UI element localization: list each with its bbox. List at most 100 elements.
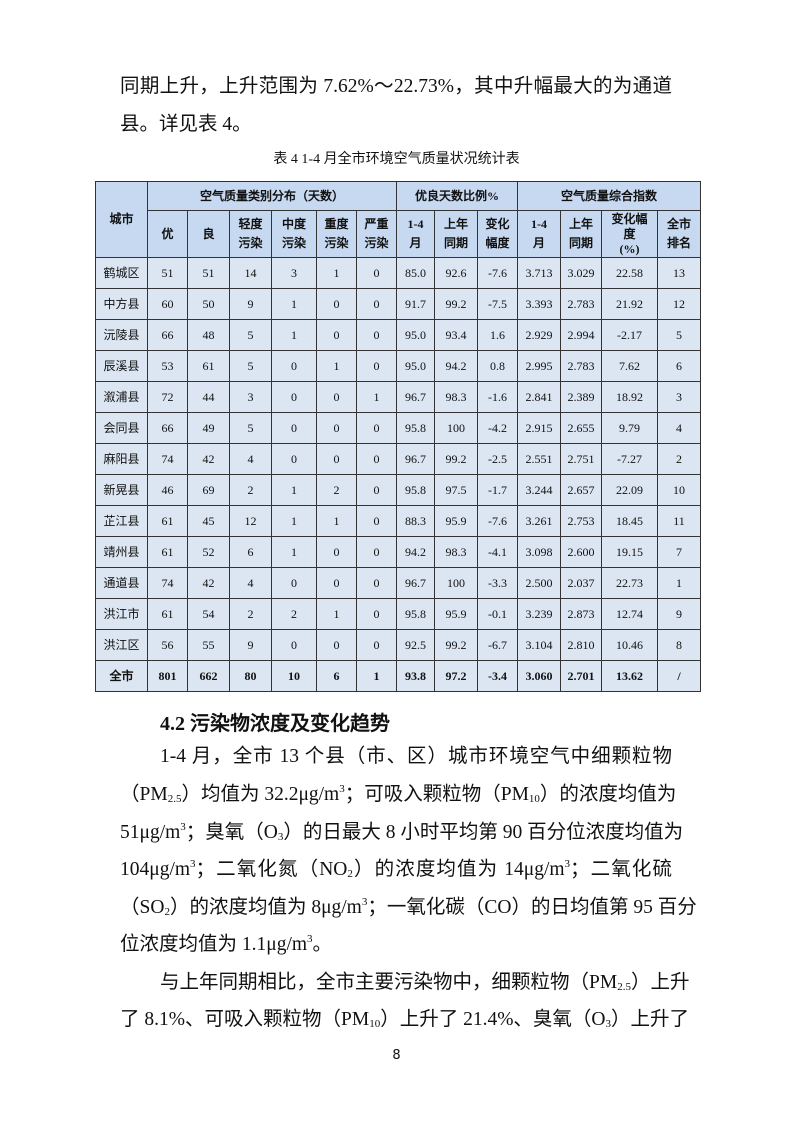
value-cell: 0 (356, 350, 397, 382)
text-segment: ；臭氧（O (185, 822, 278, 843)
value-cell: 3.393 (517, 288, 561, 320)
text-segment: （SO (120, 897, 165, 918)
column-header: 严重 污染 (356, 210, 397, 258)
value-cell: 3.713 (517, 257, 561, 289)
column-header: 中度 污染 (271, 210, 317, 258)
air-quality-table: 城市 空气质量类别分布（天数） 优良天数比例% 空气质量综合指数 优良轻度 污染中… (95, 181, 701, 692)
value-cell: 8 (657, 629, 701, 661)
value-cell: -3.3 (477, 567, 518, 599)
value-cell: 85.0 (396, 257, 435, 289)
value-cell: 42 (187, 567, 230, 599)
value-cell: 0 (316, 629, 357, 661)
value-cell: 1 (271, 288, 317, 320)
column-header-text: 全市 (666, 217, 691, 231)
value-cell: 1 (316, 505, 357, 537)
value-cell: 2.995 (517, 350, 561, 382)
section-heading: 4.2 污染物浓度及变化趋势 (160, 713, 390, 735)
value-cell: 0 (271, 350, 317, 382)
value-cell: 50 (187, 288, 230, 320)
value-cell: 0 (356, 629, 397, 661)
value-cell: 53 (147, 350, 188, 382)
value-cell: 100 (434, 567, 478, 599)
value-cell: -4.1 (477, 536, 518, 568)
value-cell: 93.4 (434, 319, 478, 351)
column-header-text: 1-4 (531, 217, 547, 231)
value-cell: 0 (356, 598, 397, 630)
subscript: 2 (347, 868, 353, 880)
value-cell: 98.3 (434, 381, 478, 413)
value-cell: 95.0 (396, 350, 435, 382)
table-row: 洪江区 56 55 9 0 0 0 92.5 99.2 -6.7 3.104 2.810 10.46 8 (95, 629, 701, 661)
value-cell: 12 (229, 505, 272, 537)
text-segment: 与上年同期相比，全市主要污染物中，细颗粒物（PM (160, 972, 618, 993)
value-cell: 98.3 (434, 536, 478, 568)
text-segment: ）的浓度均值为 14μg/m (352, 859, 565, 880)
value-cell: 2.841 (517, 381, 561, 413)
value-cell: 10.46 (601, 629, 658, 661)
value-cell: 1 (271, 319, 317, 351)
value-cell: 5 (229, 412, 272, 444)
value-cell: 0 (271, 443, 317, 475)
value-cell: 0 (356, 474, 397, 506)
city-cell: 沅陵县 (95, 319, 148, 351)
value-cell: 54 (187, 598, 230, 630)
value-cell: 49 (187, 412, 230, 444)
value-cell: 3 (657, 381, 701, 413)
value-cell: 96.7 (396, 443, 435, 475)
value-cell: 44 (187, 381, 230, 413)
column-header-text: 同期 (568, 236, 593, 250)
subscript: 2.5 (617, 981, 631, 993)
value-cell: 18.92 (601, 381, 658, 413)
text-line: 县。详见表 4。 (120, 112, 672, 138)
subscript: 3 (277, 831, 284, 843)
value-cell: 0 (271, 412, 317, 444)
table-row: 洪江市 61 54 2 2 1 0 95.8 95.9 -0.1 3.239 2.873 12.74 9 (95, 598, 701, 630)
column-header-text: 优 (161, 226, 174, 241)
value-cell: -7.5 (477, 288, 518, 320)
value-cell: 52 (187, 536, 230, 568)
value-cell: 60 (147, 288, 188, 320)
value-cell: -0.1 (477, 598, 518, 630)
superscript: 3 (180, 821, 186, 833)
value-cell: 94.2 (434, 350, 478, 382)
value-cell: 3.244 (517, 474, 561, 506)
value-cell: 99.2 (434, 629, 478, 661)
text-segment: ）上升 (630, 972, 690, 993)
value-cell: 0 (356, 288, 397, 320)
value-cell: 1 (356, 381, 397, 413)
column-header: 重度 污染 (316, 210, 357, 258)
value-cell: 19.15 (601, 536, 658, 568)
text-line: （PM2.5）均值为 32.2μg/m3；可吸入颗粒物（PM10）的浓度均值为 (120, 782, 676, 808)
table-row: 通道县 74 42 4 0 0 0 96.7 100 -3.3 2.500 2.037 22.73 1 (95, 567, 701, 599)
text-segment: 1-4 月，全市 13 个县（市、区）城市环境空气中细颗粒物 (160, 746, 672, 767)
superscript: 3 (361, 896, 368, 908)
value-cell: 10 (657, 474, 701, 506)
value-cell: 2.389 (560, 381, 602, 413)
value-cell: 0.8 (477, 350, 518, 382)
value-cell: 13 (657, 257, 701, 289)
value-cell: 3.029 (560, 257, 602, 289)
text-line: 51μg/m3；臭氧（O3）的日最大 8 小时平均第 90 百分位浓度均值为 (120, 820, 683, 846)
value-cell: 93.8 (396, 660, 435, 692)
value-cell: 92.6 (434, 257, 478, 289)
value-cell: 0 (356, 443, 397, 475)
value-cell: 69 (187, 474, 230, 506)
value-cell: 51 (147, 257, 188, 289)
value-cell: 48 (187, 319, 230, 351)
value-cell: 9 (229, 629, 272, 661)
value-cell: 2.810 (560, 629, 602, 661)
value-cell: 0 (316, 288, 357, 320)
value-cell: 4 (229, 567, 272, 599)
value-cell: 66 (147, 319, 188, 351)
value-cell: 2 (229, 474, 272, 506)
value-cell: 45 (187, 505, 230, 537)
value-cell: 61 (187, 350, 230, 382)
value-cell: 10 (271, 660, 317, 692)
value-cell: 2.751 (560, 443, 602, 475)
subscript: 10 (528, 793, 540, 805)
value-cell: 6 (316, 660, 357, 692)
value-cell: 95.9 (434, 505, 478, 537)
value-cell: 9 (657, 598, 701, 630)
value-cell: 7.62 (601, 350, 658, 382)
value-cell: / (657, 660, 701, 692)
